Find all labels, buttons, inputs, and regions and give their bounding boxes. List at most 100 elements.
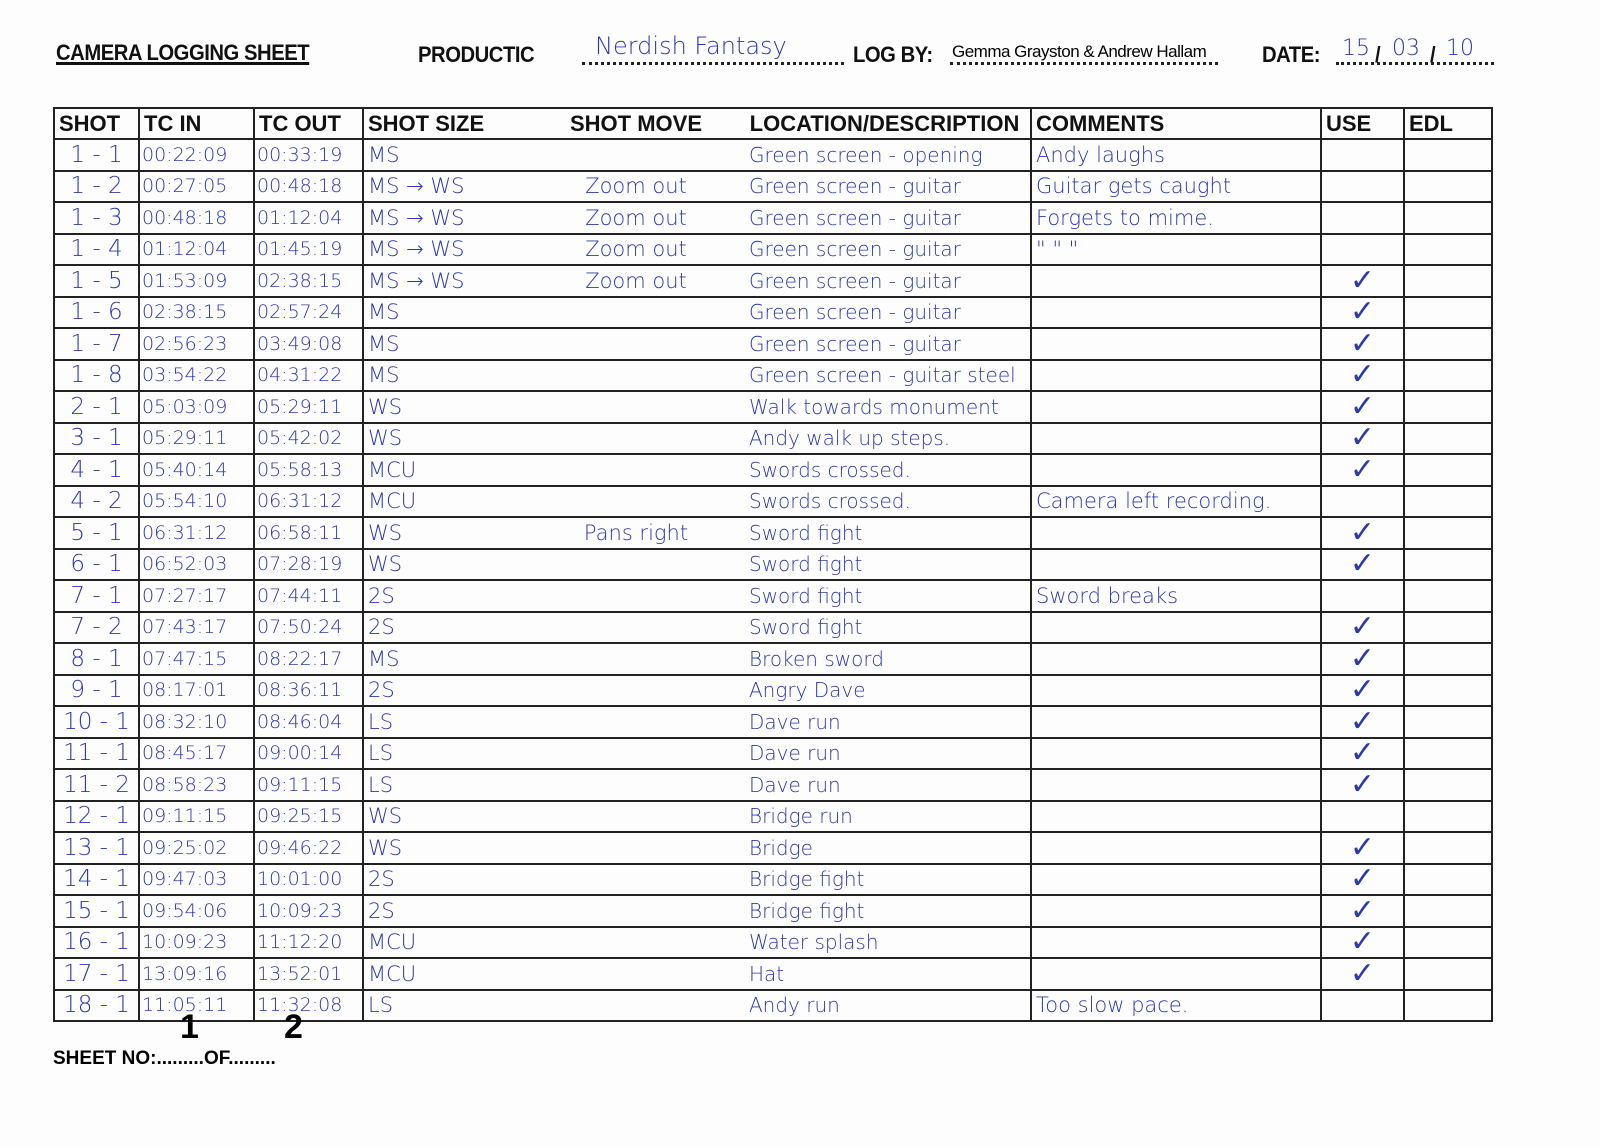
use-checkbox[interactable]: [1320, 170, 1404, 203]
cell-move: [533, 989, 739, 1022]
edl-cell[interactable]: [1403, 202, 1492, 235]
edl-cell[interactable]: [1403, 958, 1492, 991]
cell-desc: Bridge fight: [739, 863, 1031, 896]
table-row: 9 - 1 08:17:01 08:36:11 2S Angry Dave ✓: [54, 674, 1492, 707]
edl-cell[interactable]: [1403, 800, 1492, 833]
cell-move: [533, 359, 739, 392]
edl-cell[interactable]: [1403, 643, 1492, 676]
use-checkbox[interactable]: ✓: [1320, 265, 1404, 298]
cell-size: MS: [362, 296, 533, 329]
cell-comments: [1030, 926, 1321, 959]
edl-cell[interactable]: [1403, 328, 1492, 361]
date-day: 15: [1342, 36, 1370, 61]
use-checkbox[interactable]: ✓: [1320, 452, 1404, 487]
use-checkbox[interactable]: ✓: [1320, 517, 1404, 550]
cell-move: Zoom out: [533, 202, 739, 235]
use-checkbox[interactable]: ✓: [1320, 769, 1404, 802]
use-checkbox[interactable]: [1320, 139, 1404, 172]
edl-cell[interactable]: [1403, 895, 1492, 928]
edl-cell[interactable]: [1403, 674, 1492, 707]
cell-size: MS → WS: [362, 170, 533, 203]
edl-cell[interactable]: [1403, 580, 1492, 613]
check-icon: ✓: [1349, 452, 1376, 486]
use-checkbox[interactable]: [1320, 233, 1404, 266]
edl-cell[interactable]: [1403, 359, 1492, 392]
edl-cell[interactable]: [1403, 611, 1492, 644]
use-checkbox[interactable]: ✓: [1320, 547, 1404, 581]
cell-move: [533, 958, 739, 991]
cell-move: [533, 863, 739, 896]
cell-size: LS: [362, 769, 533, 802]
use-checkbox[interactable]: ✓: [1320, 958, 1404, 991]
check-icon: ✓: [1349, 862, 1376, 896]
edl-cell[interactable]: [1403, 737, 1492, 770]
edl-cell[interactable]: [1403, 926, 1492, 959]
edl-cell[interactable]: [1403, 265, 1492, 298]
edl-cell[interactable]: [1403, 391, 1492, 424]
sheet-number: SHEET NO:.........OF.........: [53, 1048, 276, 1070]
edl-cell[interactable]: [1403, 548, 1492, 581]
cell-comments: [1030, 359, 1321, 392]
edl-cell[interactable]: [1403, 454, 1492, 487]
cell-tc-in: 05:54:10: [138, 485, 254, 518]
use-checkbox[interactable]: ✓: [1320, 328, 1404, 361]
use-checkbox[interactable]: [1320, 580, 1404, 613]
of-label: OF: [203, 1048, 229, 1069]
use-checkbox[interactable]: ✓: [1320, 359, 1404, 392]
use-checkbox[interactable]: ✓: [1320, 422, 1404, 455]
edl-cell[interactable]: [1403, 769, 1492, 802]
cell-tc-out: 09:25:15: [253, 800, 363, 833]
edl-cell[interactable]: [1403, 296, 1492, 329]
cell-comments: [1030, 265, 1321, 298]
edl-cell[interactable]: [1403, 706, 1492, 739]
table-row: 4 - 1 05:40:14 05:58:13 MCU Swords crossed. ✓: [54, 452, 1492, 487]
use-checkbox[interactable]: [1320, 202, 1404, 235]
cell-size: MS → WS: [362, 265, 533, 298]
use-checkbox[interactable]: ✓: [1320, 926, 1404, 959]
cell-move: [533, 391, 739, 424]
use-checkbox[interactable]: ✓: [1320, 862, 1404, 896]
use-checkbox[interactable]: ✓: [1320, 296, 1404, 329]
edl-cell[interactable]: [1403, 989, 1492, 1022]
edl-cell[interactable]: [1403, 485, 1492, 518]
cell-tc-out: 08:36:11: [253, 674, 363, 707]
use-checkbox[interactable]: ✓: [1320, 391, 1404, 424]
cell-comments: Andy laughs: [1030, 139, 1321, 172]
use-checkbox[interactable]: ✓: [1320, 643, 1404, 676]
cell-move: [533, 328, 739, 361]
use-checkbox[interactable]: ✓: [1320, 706, 1404, 739]
cell-desc: Green screen - opening: [739, 139, 1031, 172]
cell-comments: [1030, 863, 1321, 896]
edl-cell[interactable]: [1403, 170, 1492, 203]
use-checkbox[interactable]: [1320, 800, 1404, 833]
use-checkbox[interactable]: [1320, 989, 1404, 1022]
cell-move: [533, 832, 739, 865]
cell-shot: 11 - 2: [54, 769, 139, 802]
cell-tc-in: 02:38:15: [138, 296, 254, 329]
use-checkbox[interactable]: ✓: [1320, 830, 1404, 865]
cell-tc-out: 07:28:19: [253, 548, 363, 581]
use-checkbox[interactable]: [1320, 485, 1404, 518]
edl-cell[interactable]: [1403, 832, 1492, 865]
edl-cell[interactable]: [1403, 863, 1492, 896]
cell-desc: Bridge: [739, 832, 1031, 865]
edl-cell[interactable]: [1403, 422, 1492, 455]
edl-cell[interactable]: [1403, 517, 1492, 550]
table-row: 1 - 3 00:48:18 01:12:04 MS → WS Zoom out Gree…: [54, 202, 1492, 235]
use-checkbox[interactable]: ✓: [1320, 737, 1404, 770]
edl-cell[interactable]: [1403, 139, 1492, 172]
cell-comments: [1030, 391, 1321, 424]
cell-shot: 12 - 1: [54, 800, 139, 833]
cell-tc-in: 01:53:09: [138, 265, 254, 298]
table-row: 1 - 7 02:56:23 03:49:08 MS Green screen - gu…: [54, 328, 1492, 361]
date-line: [1336, 62, 1494, 65]
edl-cell[interactable]: [1403, 233, 1492, 266]
use-checkbox[interactable]: ✓: [1320, 895, 1404, 928]
use-checkbox[interactable]: ✓: [1320, 674, 1404, 707]
cell-comments: Guitar gets caught: [1030, 170, 1321, 203]
check-icon: ✓: [1349, 830, 1376, 864]
cell-tc-out: 00:48:18: [253, 170, 363, 203]
check-icon: ✓: [1349, 547, 1376, 581]
cell-desc: Walk towards monument: [739, 391, 1031, 424]
use-checkbox[interactable]: ✓: [1320, 611, 1404, 644]
